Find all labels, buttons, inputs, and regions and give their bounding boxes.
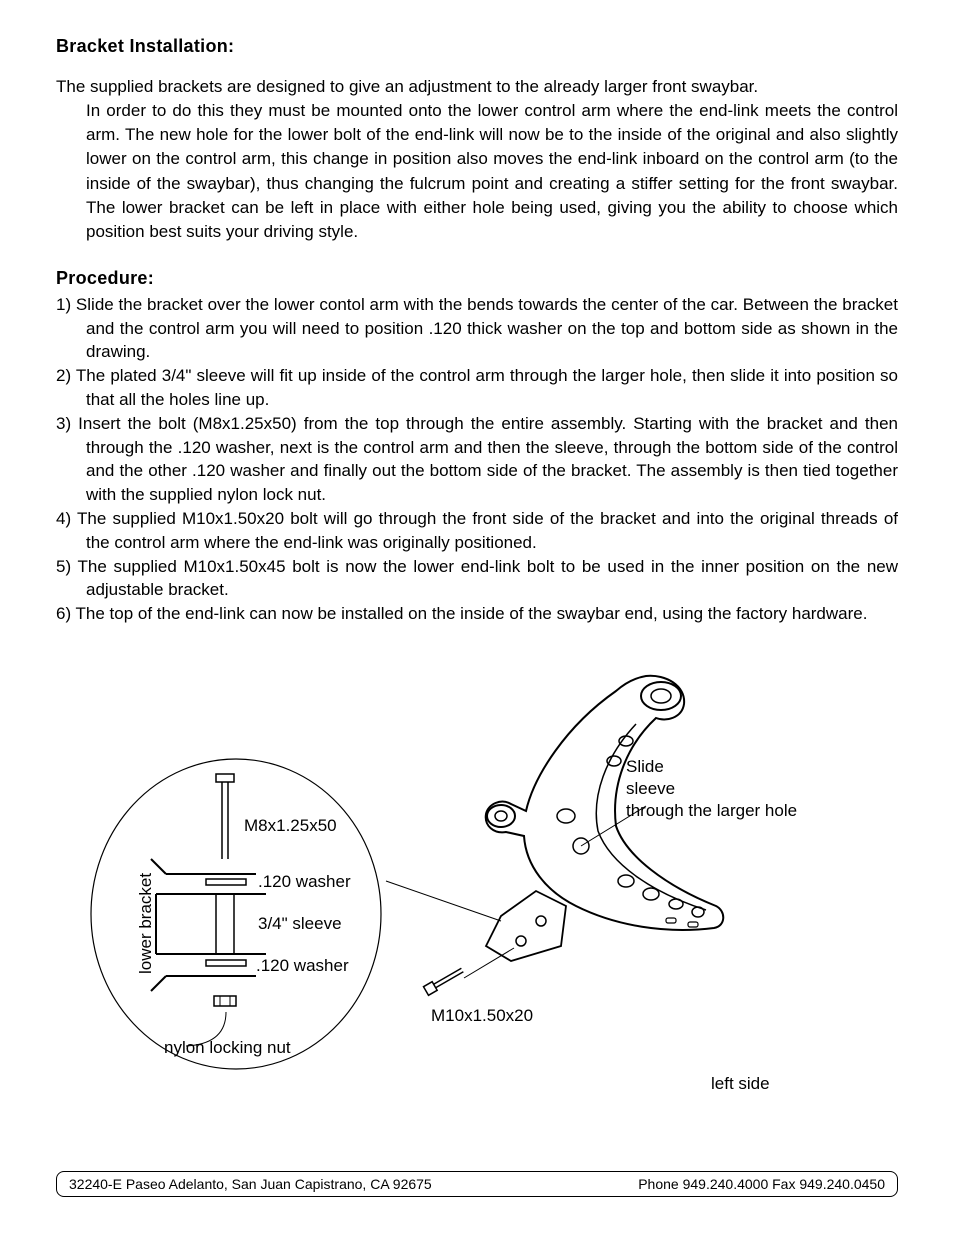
label-left-side: left side	[711, 1074, 770, 1094]
footer-address: 32240-E Paseo Adelanto, San Juan Capistr…	[69, 1176, 432, 1192]
intro-rest: In order to do this they must be mounted…	[56, 99, 898, 244]
heading-procedure: Procedure:	[56, 268, 898, 289]
heading-bracket-installation: Bracket Installation:	[56, 36, 898, 57]
label-washer-bot: .120 washer	[256, 956, 349, 976]
label-bolt-m8: M8x1.25x50	[244, 816, 337, 836]
intro-first-line: The supplied brackets are designed to gi…	[56, 77, 758, 96]
diagram-area: M8x1.25x50 .120 washer 3/4" sleeve .120 …	[56, 656, 898, 1116]
label-slide-line1: Slide	[626, 756, 797, 778]
footer-bar: 32240-E Paseo Adelanto, San Juan Capistr…	[56, 1171, 898, 1197]
procedure-list: 1) Slide the bracket over the lower cont…	[56, 293, 898, 626]
procedure-step: 6) The top of the end-link can now be in…	[56, 602, 898, 626]
footer-contact: Phone 949.240.4000 Fax 949.240.0450	[638, 1176, 885, 1192]
detail-svg	[86, 744, 386, 1074]
label-washer-top: .120 washer	[258, 872, 351, 892]
label-sleeve: 3/4" sleeve	[258, 914, 342, 934]
label-lower-bracket: lower bracket	[136, 873, 156, 974]
procedure-step: 2) The plated 3/4" sleeve will fit up in…	[56, 364, 898, 412]
diagram-detail-circle: M8x1.25x50 .120 washer 3/4" sleeve .120 …	[86, 744, 386, 1074]
label-slide-sleeve: Slide sleeve through the larger hole	[626, 756, 797, 822]
procedure-step: 5) The supplied M10x1.50x45 bolt is now …	[56, 555, 898, 603]
procedure-step: 4) The supplied M10x1.50x20 bolt will go…	[56, 507, 898, 555]
label-nylon-nut: nylon locking nut	[164, 1038, 291, 1058]
label-slide-line2: sleeve	[626, 778, 797, 800]
label-bolt-m10: M10x1.50x20	[431, 1006, 533, 1026]
intro-paragraph: The supplied brackets are designed to gi…	[56, 75, 898, 244]
main-svg	[366, 656, 746, 1046]
diagram-main-assembly	[366, 656, 746, 1016]
procedure-step: 3) Insert the bolt (M8x1.25x50) from the…	[56, 412, 898, 507]
procedure-step: 1) Slide the bracket over the lower cont…	[56, 293, 898, 364]
label-slide-line3: through the larger hole	[626, 800, 797, 822]
